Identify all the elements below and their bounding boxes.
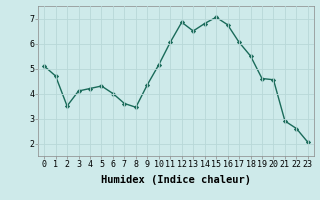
X-axis label: Humidex (Indice chaleur): Humidex (Indice chaleur): [101, 175, 251, 185]
